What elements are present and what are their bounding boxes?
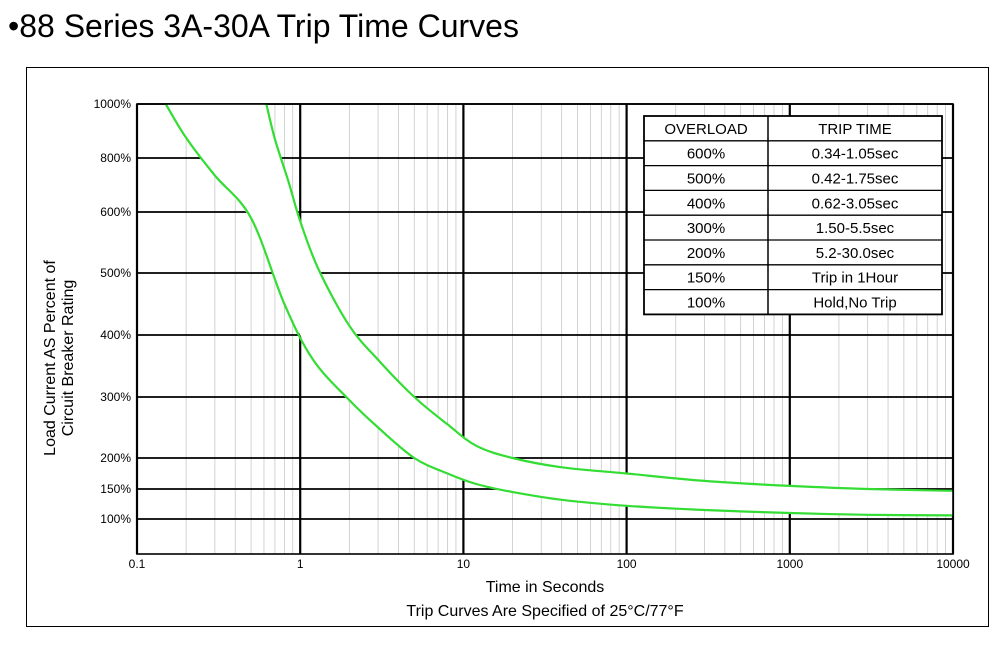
x-tick-label: 10000	[936, 557, 970, 571]
x-tick-label: 1000	[776, 557, 803, 571]
table-cell: 5.2-30.0sec	[816, 245, 895, 262]
trip-curve-chart: OVERLOAD TRIP TIME 600% 0.34-1.05sec 500% 0.4…	[42, 97, 970, 620]
chart-frame: OVERLOAD TRIP TIME 600% 0.34-1.05sec 500% 0.4…	[26, 67, 989, 627]
x-axis-title: Time in Seconds	[486, 579, 605, 596]
table-cell: 600%	[687, 146, 725, 163]
x-tick-label: 10	[457, 557, 471, 571]
series-layer	[164, 103, 954, 517]
x-tick-label: 1	[297, 557, 304, 571]
y-tick-label: 500%	[100, 266, 131, 280]
table-cell: 300%	[687, 220, 725, 237]
table-cell: 400%	[687, 195, 725, 212]
x-tick-label: 0.1	[129, 557, 146, 571]
y-axis-title: Load Current AS Percent of Circuit Break…	[42, 260, 77, 456]
table-cell: 0.42-1.75sec	[812, 171, 899, 188]
table-cell: 200%	[687, 245, 725, 262]
table-cell: 500%	[687, 171, 725, 188]
table-header-cell: OVERLOAD	[664, 121, 748, 138]
x-tick-label: 100	[617, 557, 637, 571]
y-tick-label: 800%	[100, 151, 131, 165]
table-header-cell: TRIP TIME	[818, 121, 892, 138]
y-tick-label: 300%	[100, 390, 131, 404]
y-axis-title-line-2: Circuit Breaker Rating	[60, 280, 77, 437]
y-tick-label: 100%	[100, 512, 131, 526]
slide-title: •88 Series 3A-30A Trip Time Curves	[8, 8, 519, 44]
table-cell: 0.34-1.05sec	[812, 146, 899, 163]
y-axis-title-line-1: Load Current AS Percent of	[42, 260, 59, 456]
table-cell: 1.50-5.5sec	[816, 220, 895, 237]
trip-time-table: OVERLOAD TRIP TIME 600% 0.34-1.05sec 500% 0.4…	[643, 115, 943, 316]
maximum-trip-curve	[265, 103, 954, 492]
table-cell: 150%	[687, 270, 725, 287]
table-cell: 100%	[687, 295, 725, 312]
table-cell: 0.62-3.05sec	[812, 195, 899, 212]
minimum-trip-curve	[164, 103, 954, 517]
y-tick-label: 150%	[100, 482, 131, 496]
y-tick-label: 400%	[100, 328, 131, 342]
y-tick-label: 200%	[100, 451, 131, 465]
x-tick-labels: 0.1 1 10 100 1000 10000	[129, 557, 970, 571]
table-cell: Hold,No Trip	[813, 295, 896, 312]
table-cell: Trip in 1Hour	[812, 270, 898, 287]
y-tick-label: 1000%	[94, 97, 132, 111]
chart-subcaption: Trip Curves Are Specified of 25°C/77°F	[406, 603, 683, 620]
y-tick-labels: 100% 150% 200% 300% 400% 500% 600% 800% 1000%	[94, 97, 132, 526]
y-tick-label: 600%	[100, 205, 131, 219]
plot-border	[136, 103, 954, 555]
